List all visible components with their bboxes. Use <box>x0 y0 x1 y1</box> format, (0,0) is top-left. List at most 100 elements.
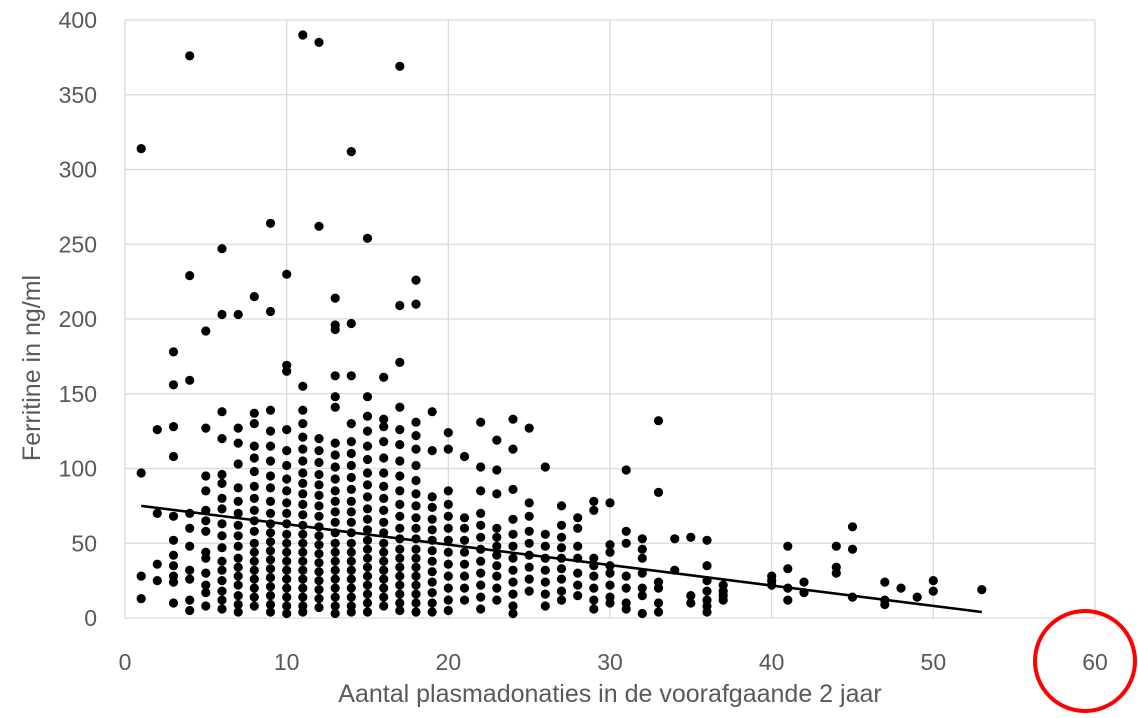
data-point <box>330 547 340 557</box>
data-point <box>395 402 405 412</box>
data-point <box>314 480 324 490</box>
data-point <box>476 556 486 566</box>
data-point <box>314 558 324 568</box>
data-point <box>411 571 421 581</box>
data-point <box>330 608 340 619</box>
data-point <box>330 574 340 584</box>
data-point <box>476 462 486 472</box>
data-point <box>346 448 356 459</box>
data-point <box>476 604 486 614</box>
y-axis-label: Ferritine in ng/ml <box>18 275 46 461</box>
data-point <box>653 607 664 617</box>
data-point <box>265 591 276 601</box>
data-point <box>459 523 470 533</box>
data-point <box>395 605 405 616</box>
data-point <box>621 571 631 581</box>
data-point <box>346 517 356 527</box>
data-point <box>573 541 583 551</box>
data-point <box>201 568 211 578</box>
data-point <box>379 505 389 515</box>
data-point <box>217 478 227 488</box>
data-point <box>282 529 292 539</box>
data-point <box>152 508 162 518</box>
y-tick-label: 400 <box>59 7 97 33</box>
data-point <box>556 532 567 542</box>
data-point <box>185 541 195 551</box>
data-point <box>217 244 227 254</box>
data-point <box>282 538 292 548</box>
data-point <box>249 538 259 548</box>
data-point <box>621 465 631 475</box>
data-point <box>702 586 712 596</box>
data-point <box>783 564 793 574</box>
data-point <box>621 604 631 614</box>
data-point <box>249 292 259 302</box>
data-point <box>346 556 356 566</box>
data-point <box>556 574 567 584</box>
data-point <box>233 599 243 610</box>
data-point <box>217 434 227 444</box>
data-point <box>443 605 453 616</box>
data-point <box>249 505 259 515</box>
data-point <box>508 589 518 599</box>
data-point <box>589 553 599 563</box>
data-point <box>573 591 583 601</box>
data-point <box>330 462 340 472</box>
data-point <box>508 529 518 539</box>
data-point <box>508 565 518 575</box>
data-point <box>637 553 647 563</box>
data-point <box>783 595 793 605</box>
data-point <box>168 347 179 357</box>
data-point <box>298 592 308 602</box>
data-point <box>379 372 389 382</box>
data-point <box>492 465 502 475</box>
data-point <box>443 583 453 593</box>
x-tick-label: 0 <box>119 649 132 675</box>
data-point <box>282 574 292 584</box>
data-point <box>443 486 453 496</box>
data-point <box>201 516 211 526</box>
y-tick-label: 250 <box>59 231 97 257</box>
x-tick-label: 60 <box>1082 649 1108 675</box>
data-point <box>362 441 373 451</box>
data-point <box>265 564 276 574</box>
data-point <box>201 526 211 536</box>
data-point <box>362 535 373 545</box>
data-point <box>314 531 324 541</box>
data-point <box>314 457 324 468</box>
data-point <box>330 402 340 412</box>
data-point <box>217 519 227 529</box>
data-point <box>362 480 373 490</box>
data-point <box>314 501 324 511</box>
data-point <box>233 520 243 530</box>
data-point <box>362 492 373 502</box>
data-point <box>395 544 405 554</box>
data-point <box>621 583 631 593</box>
data-point <box>185 605 195 616</box>
data-point <box>136 571 146 581</box>
data-point <box>395 425 405 435</box>
data-point <box>524 574 534 584</box>
data-point <box>152 559 162 569</box>
data-point <box>330 565 340 575</box>
data-point <box>314 434 324 444</box>
data-point <box>249 565 259 575</box>
data-point <box>395 486 405 496</box>
data-point <box>362 504 373 514</box>
data-point <box>476 520 486 530</box>
data-point <box>265 496 276 506</box>
data-point <box>298 381 308 391</box>
data-point <box>912 592 922 602</box>
data-point <box>233 496 243 506</box>
data-point <box>217 576 227 586</box>
data-point <box>379 547 389 557</box>
data-point <box>282 446 292 456</box>
data-point <box>524 498 534 508</box>
data-point <box>686 532 696 542</box>
data-point <box>831 568 841 578</box>
data-point <box>686 591 696 601</box>
data-point <box>346 472 356 483</box>
data-point <box>362 454 373 465</box>
data-point <box>653 487 664 497</box>
data-point <box>524 586 534 596</box>
